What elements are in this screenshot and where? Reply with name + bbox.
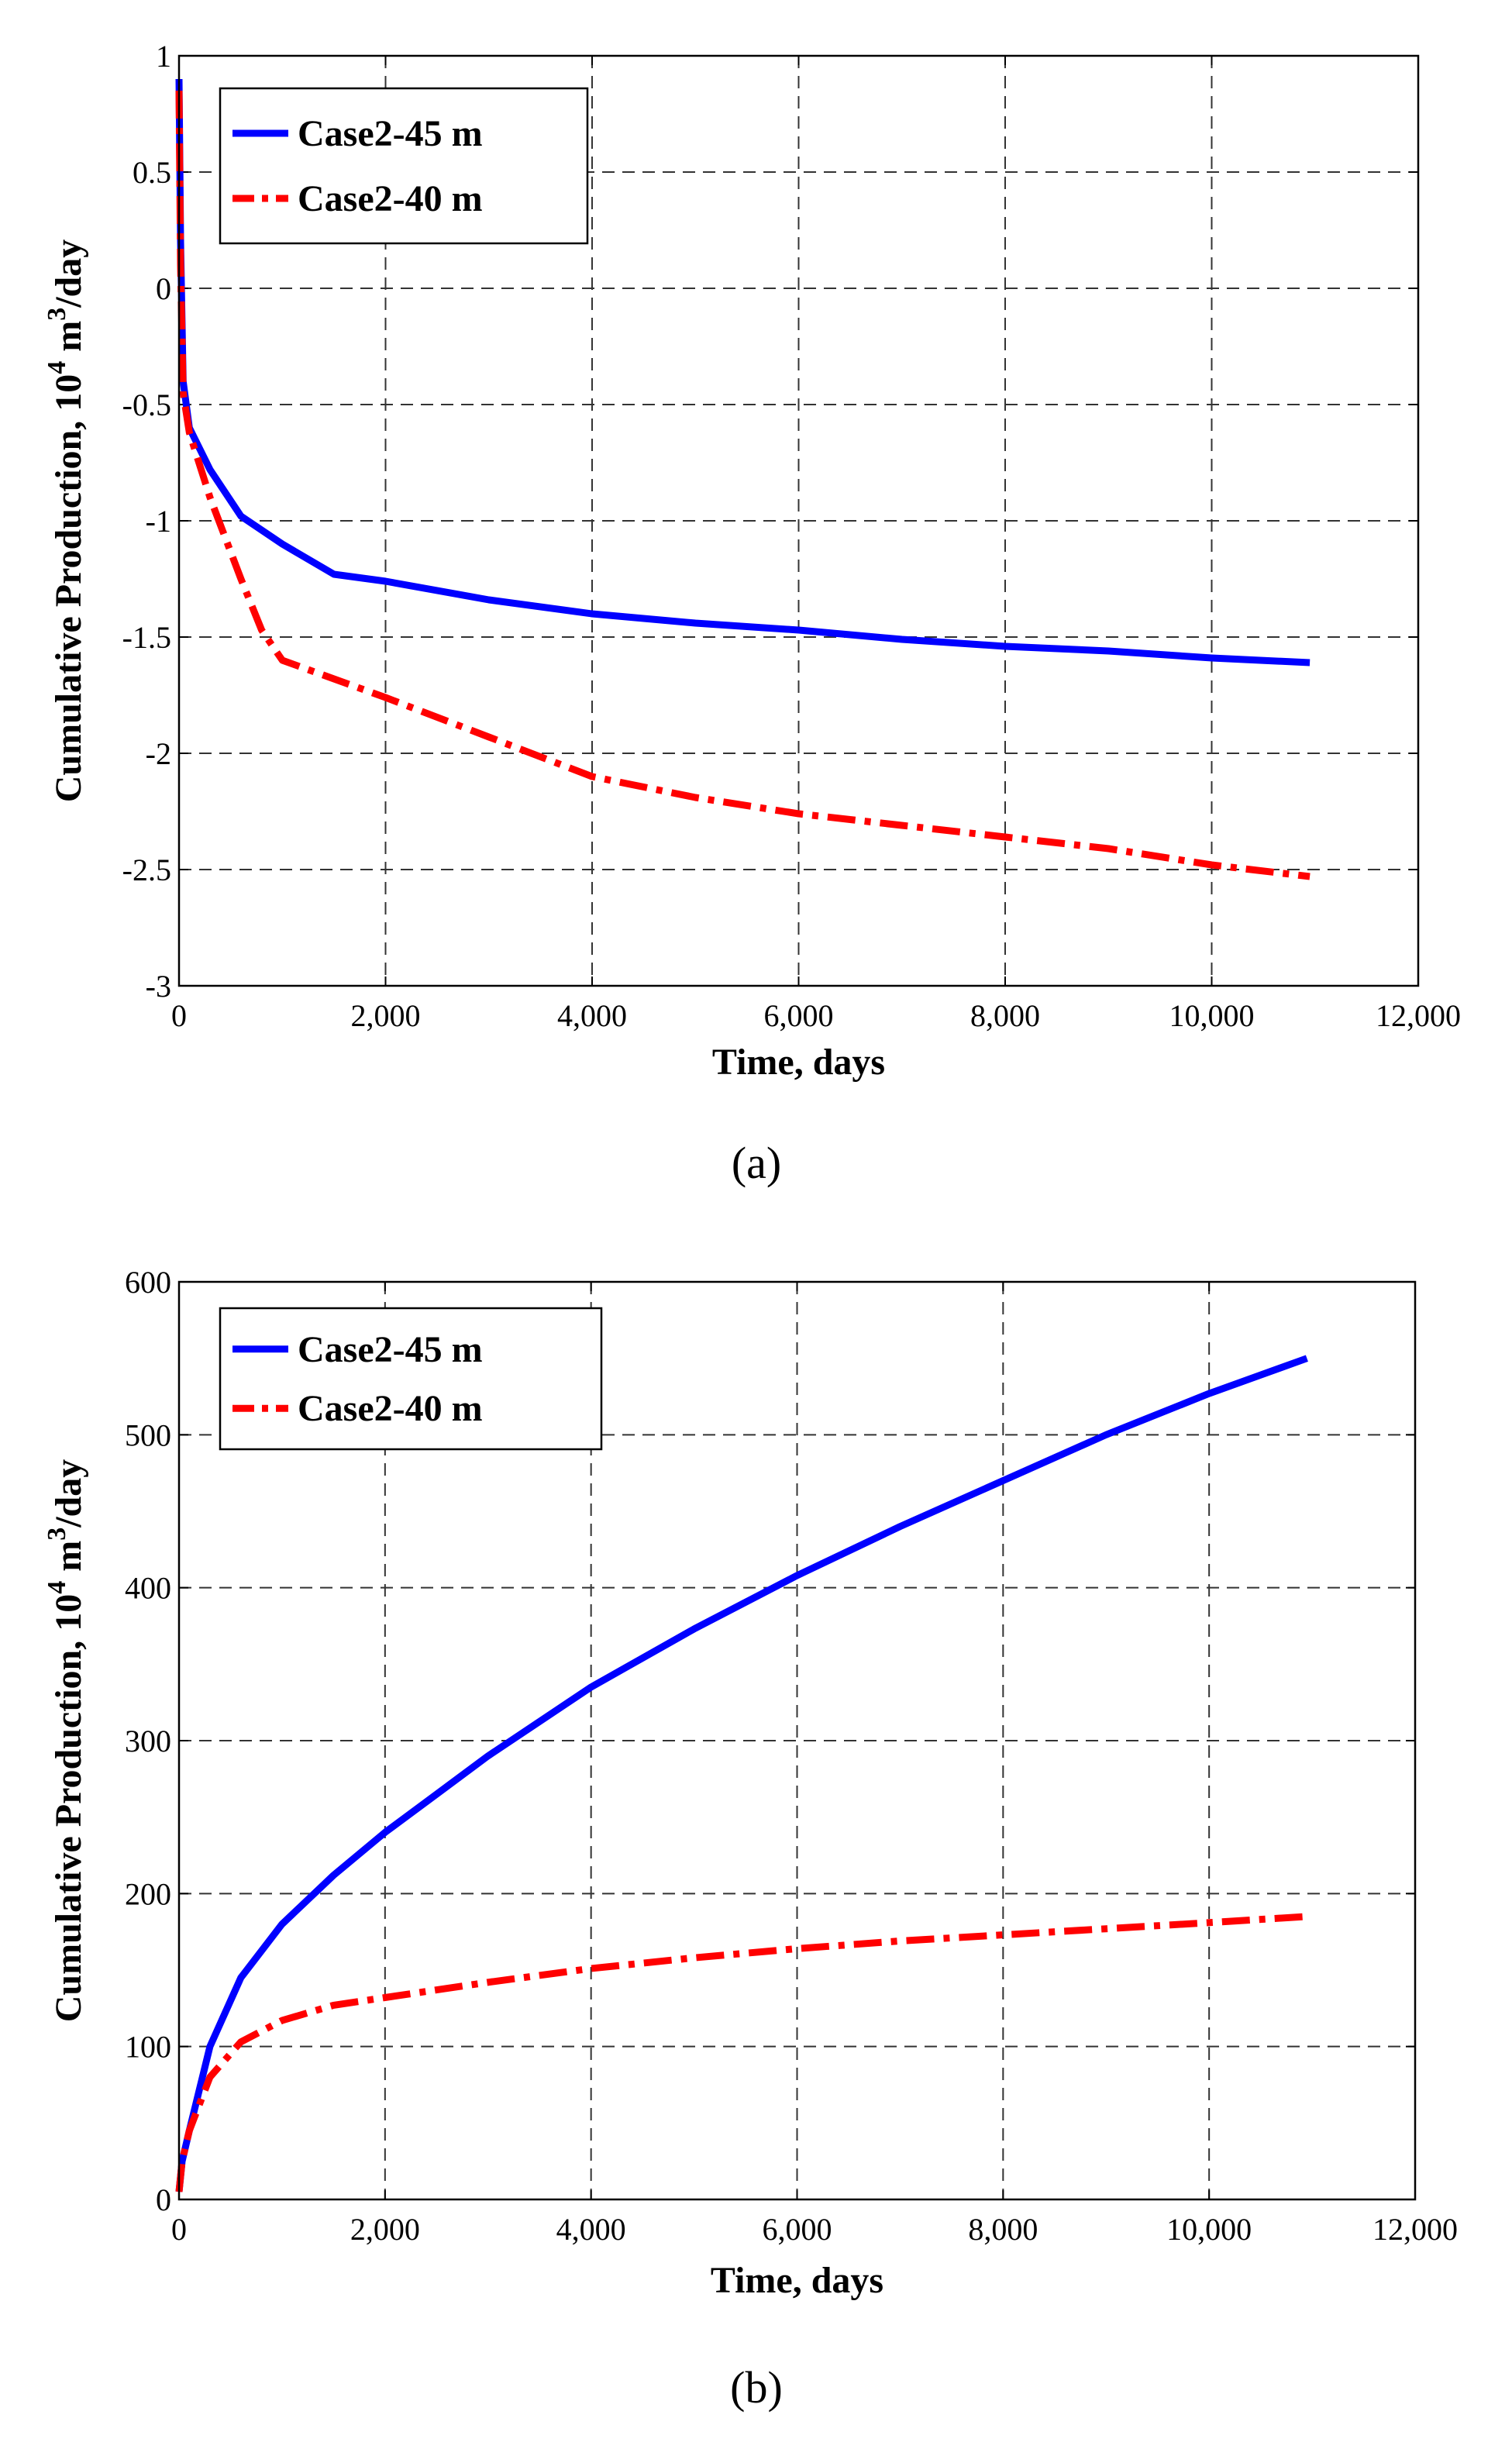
x-tick-label: 12,000 — [1373, 2212, 1458, 2247]
x-axis-label: Time, days — [711, 2260, 883, 2301]
y-axis-label: Cumulative Production, 104 m3/day — [43, 1459, 89, 2022]
legend: Case2-45 m Case2-40 m — [219, 1307, 603, 1451]
y-tick-label: 300 — [125, 1724, 171, 1758]
plot-frame — [177, 54, 1420, 987]
legend-label-1: Case2-45 m — [298, 113, 483, 154]
legend: Case2-45 m Case2-40 m — [219, 87, 589, 245]
caption: (a) — [732, 1138, 781, 1188]
y-axis-label-part: 3 — [43, 1528, 71, 1541]
x-tick-label: 0 — [171, 2212, 187, 2247]
y-axis-label-part: /day — [48, 1459, 89, 1528]
y-tick-label: -0.5 — [122, 388, 171, 422]
y-axis-label-part: 4 — [43, 1581, 71, 1594]
x-tick-label: 2,000 — [350, 2212, 420, 2247]
legend-box — [219, 1307, 603, 1451]
x-tick-label: 6,000 — [764, 998, 834, 1033]
x-tick-label: 2,000 — [351, 998, 421, 1033]
y-axis-label-part: m — [48, 1541, 89, 1581]
y-axis-label-part: m — [48, 321, 89, 361]
y-tick-label: 0 — [156, 2182, 171, 2217]
x-tick-label: 12,000 — [1376, 998, 1461, 1033]
series-line-2 — [175, 90, 1311, 880]
series-line-1 — [175, 1355, 1308, 2192]
series-line-2 — [175, 1913, 1307, 2192]
y-axis-label-part: Cumulative Production, 10 — [48, 1594, 89, 2022]
x-tick-label: 10,000 — [1169, 998, 1255, 1033]
x-tick-label: 0 — [171, 998, 187, 1033]
x-tick-label: 6,000 — [763, 2212, 832, 2247]
y-tick-label: 200 — [125, 1876, 171, 1911]
plot-frame — [177, 1280, 1417, 2201]
legend-label-2: Case2-40 m — [298, 1388, 483, 1429]
y-tick-label: -1 — [146, 504, 171, 539]
legend-label-1: Case2-45 m — [298, 1329, 483, 1370]
chart-a: 0 2,000 4,000 6,000 8,000 10,000 12,000 1 0.5 0 -0… — [43, 39, 1461, 1188]
y-tick-label: 400 — [125, 1571, 171, 1606]
x-tick-label: 8,000 — [970, 998, 1040, 1033]
y-axis-label-part: 3 — [43, 308, 71, 321]
y-axis-label-part: /day — [48, 239, 89, 308]
legend-label-2: Case2-40 m — [298, 178, 483, 219]
y-axis-label-part: Cumulative Production, 10 — [48, 374, 89, 802]
legend-box — [219, 87, 589, 245]
caption: (b) — [730, 2362, 783, 2413]
x-axis-label: Time, days — [712, 1042, 885, 1083]
y-tick-label: -3 — [146, 969, 171, 1004]
y-tick-label: -2 — [146, 736, 171, 771]
chart-b: 0 2,000 4,000 6,000 8,000 10,000 12,000 600 500 4… — [43, 1265, 1458, 2413]
x-tick-label: 10,000 — [1166, 2212, 1252, 2247]
x-tick-label: 4,000 — [556, 2212, 626, 2247]
x-tick-label: 4,000 — [557, 998, 627, 1033]
y-axis-label-part: 4 — [43, 361, 71, 374]
y-tick-label: 100 — [125, 2030, 171, 2065]
y-tick-label: 600 — [125, 1265, 171, 1300]
y-tick-label: 500 — [125, 1417, 171, 1452]
x-tick-label: 8,000 — [968, 2212, 1038, 2247]
y-tick-label: -2.5 — [122, 852, 171, 887]
y-tick-label: -1.5 — [122, 620, 171, 655]
y-tick-label: 0 — [156, 271, 171, 306]
y-tick-label: 1 — [156, 39, 171, 74]
y-axis-label: Cumulative Production, 104 m3/day — [43, 239, 89, 802]
y-tick-label: 0.5 — [133, 155, 171, 190]
